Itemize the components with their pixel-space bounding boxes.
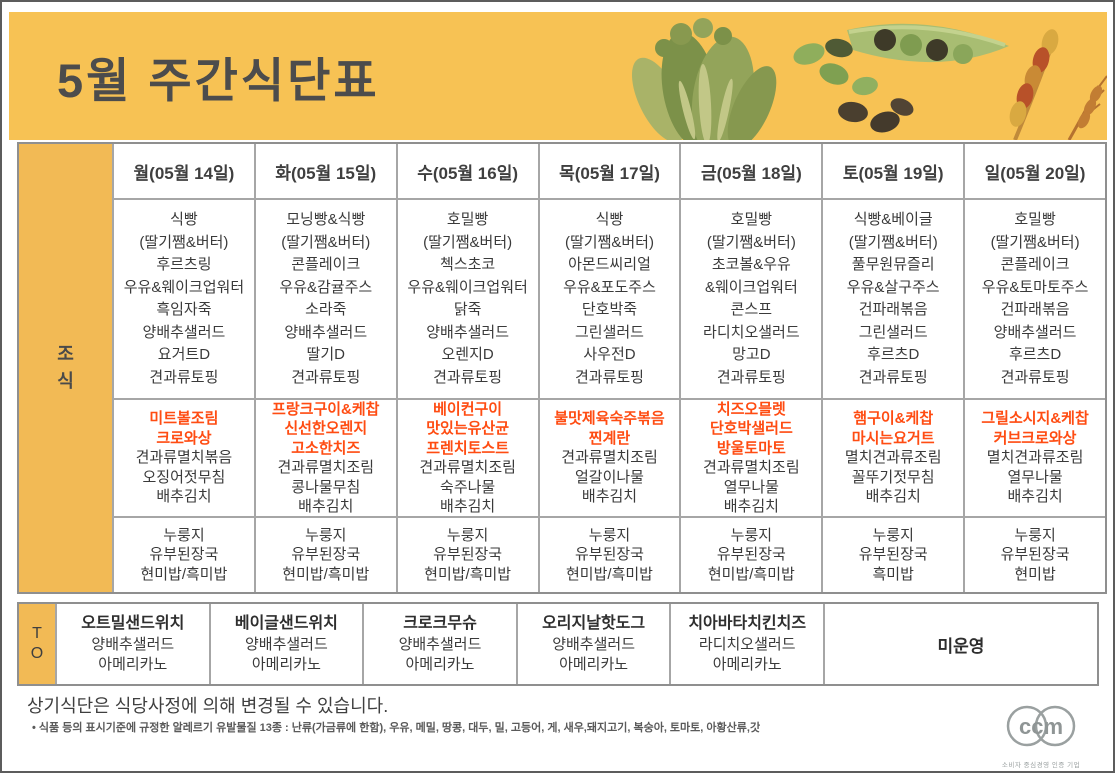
wheat-icon: [1009, 29, 1107, 140]
breakfast-special-thu: 불맛제육숙주볶음 찐계란 견과류멸치조림 얼갈이나물 배추김치: [539, 400, 680, 516]
takeout-mon: 오트밀샌드위치 양배추샐러드 아메리카노: [57, 604, 209, 684]
ccm-logo: ccm 소비자 중심경영 인증 기업: [991, 704, 1091, 769]
breakfast-special-sun: 그릴소시지&케찹 커브크로와상 멸치견과류조림 열무나물 배추김치: [965, 400, 1105, 516]
day-header-sat: 토(05월 19일): [823, 144, 964, 198]
header-band: 5월 주간식단표: [9, 12, 1107, 140]
takeout-table: TO 오트밀샌드위치 양배추샐러드 아메리카노 베이글샌드위치 양배추샐러드 아메리…: [17, 602, 1099, 686]
day-header-wed: 수(05월 16일): [397, 144, 538, 198]
greens-icon: [631, 18, 777, 140]
breakfast-special-mon: 미트볼조림 크로와상 견과류멸치볶음 오징어젓무침 배추김치: [114, 400, 254, 516]
breakfast-base-sun: 누룽지 유부된장국 현미밥: [965, 518, 1105, 592]
breakfast-base-tue: 누룽지 유부된장국 현미밥/흑미밥: [255, 518, 396, 592]
day-header-tue: 화(05월 15일): [255, 144, 396, 198]
day-header-sun: 일(05월 20일): [965, 144, 1105, 198]
svg-text:ccm: ccm: [1019, 714, 1063, 739]
breakfast-base-sat: 누룽지 유부된장국 흑미밥: [823, 518, 964, 592]
takeout-weekend-closed: 미운영: [825, 604, 1097, 684]
breakfast-special-fri: 치즈오믈렛 단호박샐러드 방울토마토 견과류멸치조림 열무나물 배추김치: [681, 400, 822, 516]
ccm-logo-icon: ccm: [1006, 705, 1076, 747]
breakfast-special-sat: 햄구이&케찹 마시는요거트 멸치견과류조림 꼴뚜기젓무침 배추김치: [823, 400, 964, 516]
breakfast-special-wed: 베이컨구이 맛있는유산균 프렌치토스트 견과류멸치조림 숙주나물 배추김치: [397, 400, 538, 516]
takeout-section-label-cell: TO: [19, 604, 55, 684]
breakfast-main-tue: 모닝빵&식빵 (딸기쨈&버터) 콘플레이크 우유&감귤주스 소라죽 양배추샐러드…: [255, 200, 396, 398]
day-header-mon: 월(05월 14일): [114, 144, 254, 198]
breakfast-main-sat: 식빵&베이글 (딸기쨈&버터) 풀무원뮤즐리 우유&살구주스 건파래볶음 그린샐…: [823, 200, 964, 398]
breakfast-table: 조식 월(05월 14일) 화(05월 15일) 수(05월 16일) 목(05…: [17, 142, 1107, 594]
breakfast-base-mon: 누룽지 유부된장국 현미밥/흑미밥: [114, 518, 254, 592]
vegetable-illustration-icon: [631, 18, 1107, 140]
day-header-thu: 목(05월 17일): [539, 144, 680, 198]
beans-icon: [793, 38, 914, 133]
breakfast-main-wed: 호밀빵 (딸기쨈&버터) 첵스초코 우유&웨이크업워터 닭죽 양배추샐러드 오렌…: [397, 200, 538, 398]
breakfast-main-sun: 호밀빵 (딸기쨈&버터) 콘플레이크 우유&토마토주스 건파래볶음 양배추샐러드…: [965, 200, 1105, 398]
takeout-tue: 베이글샌드위치 양배추샐러드 아메리카노: [210, 604, 363, 684]
day-header-fri: 금(05월 18일): [681, 144, 822, 198]
breakfast-main-fri: 호밀빵 (딸기쨈&버터) 초코볼&우유 &웨이크업워터 콘스프 라디치오샐러드 …: [681, 200, 822, 398]
ccm-logo-caption: 소비자 중심경영 인증 기업: [1001, 762, 1081, 769]
takeout-wed: 크로크무슈 양배추샐러드 아메리카노: [364, 604, 516, 684]
breakfast-main-mon: 식빵 (딸기쨈&버터) 후르츠링 우유&웨이크업워터 흑임자죽 양배추샐러드 요…: [114, 200, 254, 398]
breakfast-section-label-cell: 조식: [19, 144, 112, 592]
breakfast-base-thu: 누룽지 유부된장국 현미밥/흑미밥: [539, 518, 680, 592]
takeout-fri: 치아바타치킨치즈 라디치오샐러드 아메리카노: [671, 604, 823, 684]
peapod-icon: [847, 23, 1009, 64]
breakfast-special-tue: 프랑크구이&케찹 신선한오렌지 고소한치즈 견과류멸치조림 콩나물무침 배추김치: [255, 400, 396, 516]
change-notice: 상기식단은 식당사정에 의해 변경될 수 있습니다.: [27, 696, 389, 716]
takeout-section-label: TO: [30, 625, 44, 662]
breakfast-main-thu: 식빵 (딸기쨈&버터) 아몬드씨리얼 우유&포도주스 단호박죽 그린샐러드 사우…: [539, 200, 680, 398]
breakfast-base-fri: 누룽지 유부된장국 현미밥/흑미밥: [681, 518, 822, 592]
takeout-thu: 오리지날핫도그 양배추샐러드 아메리카노: [517, 604, 670, 684]
allergy-notice: • 식품 등의 표시기준에 규정한 알레르기 유발물질 13종 : 난류(가금류…: [32, 722, 761, 734]
breakfast-base-wed: 누룽지 유부된장국 현미밥/흑미밥: [397, 518, 538, 592]
breakfast-section-label: 조식: [57, 344, 74, 391]
page-title: 5월 주간식단표: [57, 53, 380, 107]
